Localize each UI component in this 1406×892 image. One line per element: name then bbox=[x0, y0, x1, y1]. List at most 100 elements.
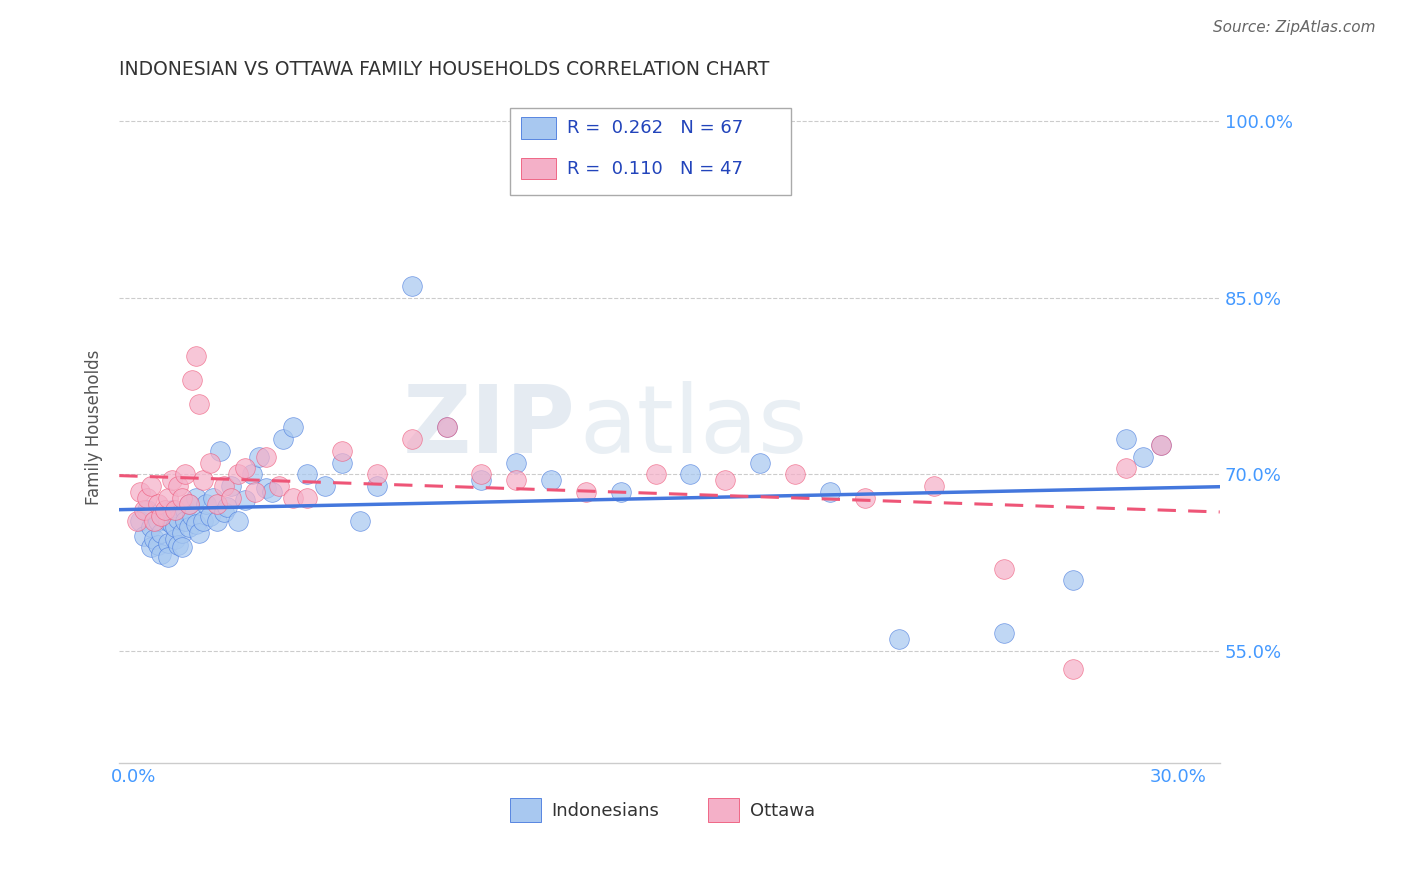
Point bbox=[401, 278, 423, 293]
Text: Source: ZipAtlas.com: Source: ZipAtlas.com bbox=[1212, 20, 1375, 35]
Point bbox=[160, 473, 183, 487]
Text: Indonesians: Indonesians bbox=[551, 803, 659, 821]
Point bbox=[191, 473, 214, 487]
Point bbox=[283, 420, 305, 434]
FancyBboxPatch shape bbox=[510, 108, 790, 195]
Point bbox=[349, 515, 371, 529]
Point bbox=[198, 508, 221, 523]
Text: R =  0.262   N = 67: R = 0.262 N = 67 bbox=[567, 120, 744, 137]
Point bbox=[184, 516, 207, 531]
Point bbox=[1062, 662, 1084, 676]
Point bbox=[150, 526, 173, 541]
Point bbox=[139, 520, 162, 534]
Point bbox=[889, 632, 911, 647]
FancyBboxPatch shape bbox=[522, 158, 557, 179]
Point bbox=[330, 456, 353, 470]
Point bbox=[714, 473, 737, 487]
Point bbox=[157, 549, 180, 564]
Point bbox=[226, 467, 249, 482]
Point bbox=[247, 450, 270, 464]
Point bbox=[170, 541, 193, 555]
Point bbox=[170, 491, 193, 505]
Point bbox=[226, 515, 249, 529]
Point bbox=[436, 420, 458, 434]
Point bbox=[174, 515, 197, 529]
Point bbox=[188, 396, 211, 410]
Point bbox=[146, 538, 169, 552]
Point bbox=[1115, 432, 1137, 446]
Point bbox=[269, 479, 291, 493]
Point bbox=[167, 479, 190, 493]
Point bbox=[163, 532, 186, 546]
Point bbox=[283, 491, 305, 505]
Point bbox=[1132, 450, 1154, 464]
Point bbox=[125, 515, 148, 529]
Point bbox=[143, 532, 166, 546]
Point bbox=[922, 479, 945, 493]
Point bbox=[1062, 574, 1084, 588]
Point bbox=[136, 502, 159, 516]
Point bbox=[209, 443, 232, 458]
Point bbox=[505, 473, 527, 487]
Point bbox=[401, 432, 423, 446]
Point bbox=[993, 626, 1015, 640]
Point bbox=[188, 526, 211, 541]
Point bbox=[184, 491, 207, 505]
Point bbox=[783, 467, 806, 482]
Point bbox=[150, 548, 173, 562]
Point bbox=[184, 350, 207, 364]
Point bbox=[157, 535, 180, 549]
Point bbox=[153, 508, 176, 523]
Text: ZIP: ZIP bbox=[404, 381, 576, 473]
Point bbox=[644, 467, 666, 482]
Point bbox=[139, 541, 162, 555]
Point bbox=[191, 515, 214, 529]
Point bbox=[205, 497, 228, 511]
Point bbox=[314, 479, 336, 493]
Point bbox=[330, 443, 353, 458]
Point bbox=[174, 467, 197, 482]
Point bbox=[160, 516, 183, 531]
Point bbox=[366, 467, 388, 482]
Point bbox=[993, 561, 1015, 575]
Point bbox=[146, 515, 169, 529]
Point bbox=[146, 497, 169, 511]
Point bbox=[177, 520, 200, 534]
Point bbox=[243, 485, 266, 500]
Point bbox=[143, 515, 166, 529]
Point bbox=[254, 450, 277, 464]
Point bbox=[749, 456, 772, 470]
Point bbox=[366, 479, 388, 493]
Point bbox=[198, 456, 221, 470]
Point bbox=[609, 485, 631, 500]
Point bbox=[297, 467, 319, 482]
Point bbox=[139, 479, 162, 493]
Point bbox=[1149, 438, 1171, 452]
Text: INDONESIAN VS OTTAWA FAMILY HOUSEHOLDS CORRELATION CHART: INDONESIAN VS OTTAWA FAMILY HOUSEHOLDS C… bbox=[120, 60, 769, 78]
Point bbox=[174, 502, 197, 516]
Point bbox=[818, 485, 841, 500]
Point bbox=[505, 456, 527, 470]
Point bbox=[132, 528, 155, 542]
Point bbox=[150, 508, 173, 523]
Point bbox=[212, 479, 235, 493]
Point bbox=[575, 485, 598, 500]
Point bbox=[129, 485, 152, 500]
Point bbox=[233, 493, 256, 508]
Point bbox=[470, 467, 492, 482]
Point bbox=[233, 461, 256, 475]
Point bbox=[212, 505, 235, 519]
FancyBboxPatch shape bbox=[510, 798, 541, 822]
Text: atlas: atlas bbox=[579, 381, 807, 473]
Point bbox=[219, 491, 242, 505]
Point bbox=[136, 491, 159, 505]
Point bbox=[540, 473, 562, 487]
Point bbox=[129, 515, 152, 529]
Point bbox=[262, 485, 284, 500]
Point bbox=[160, 502, 183, 516]
Point bbox=[157, 491, 180, 505]
Point bbox=[153, 502, 176, 516]
Y-axis label: Family Households: Family Households bbox=[86, 350, 103, 505]
FancyBboxPatch shape bbox=[709, 798, 738, 822]
Point bbox=[297, 491, 319, 505]
